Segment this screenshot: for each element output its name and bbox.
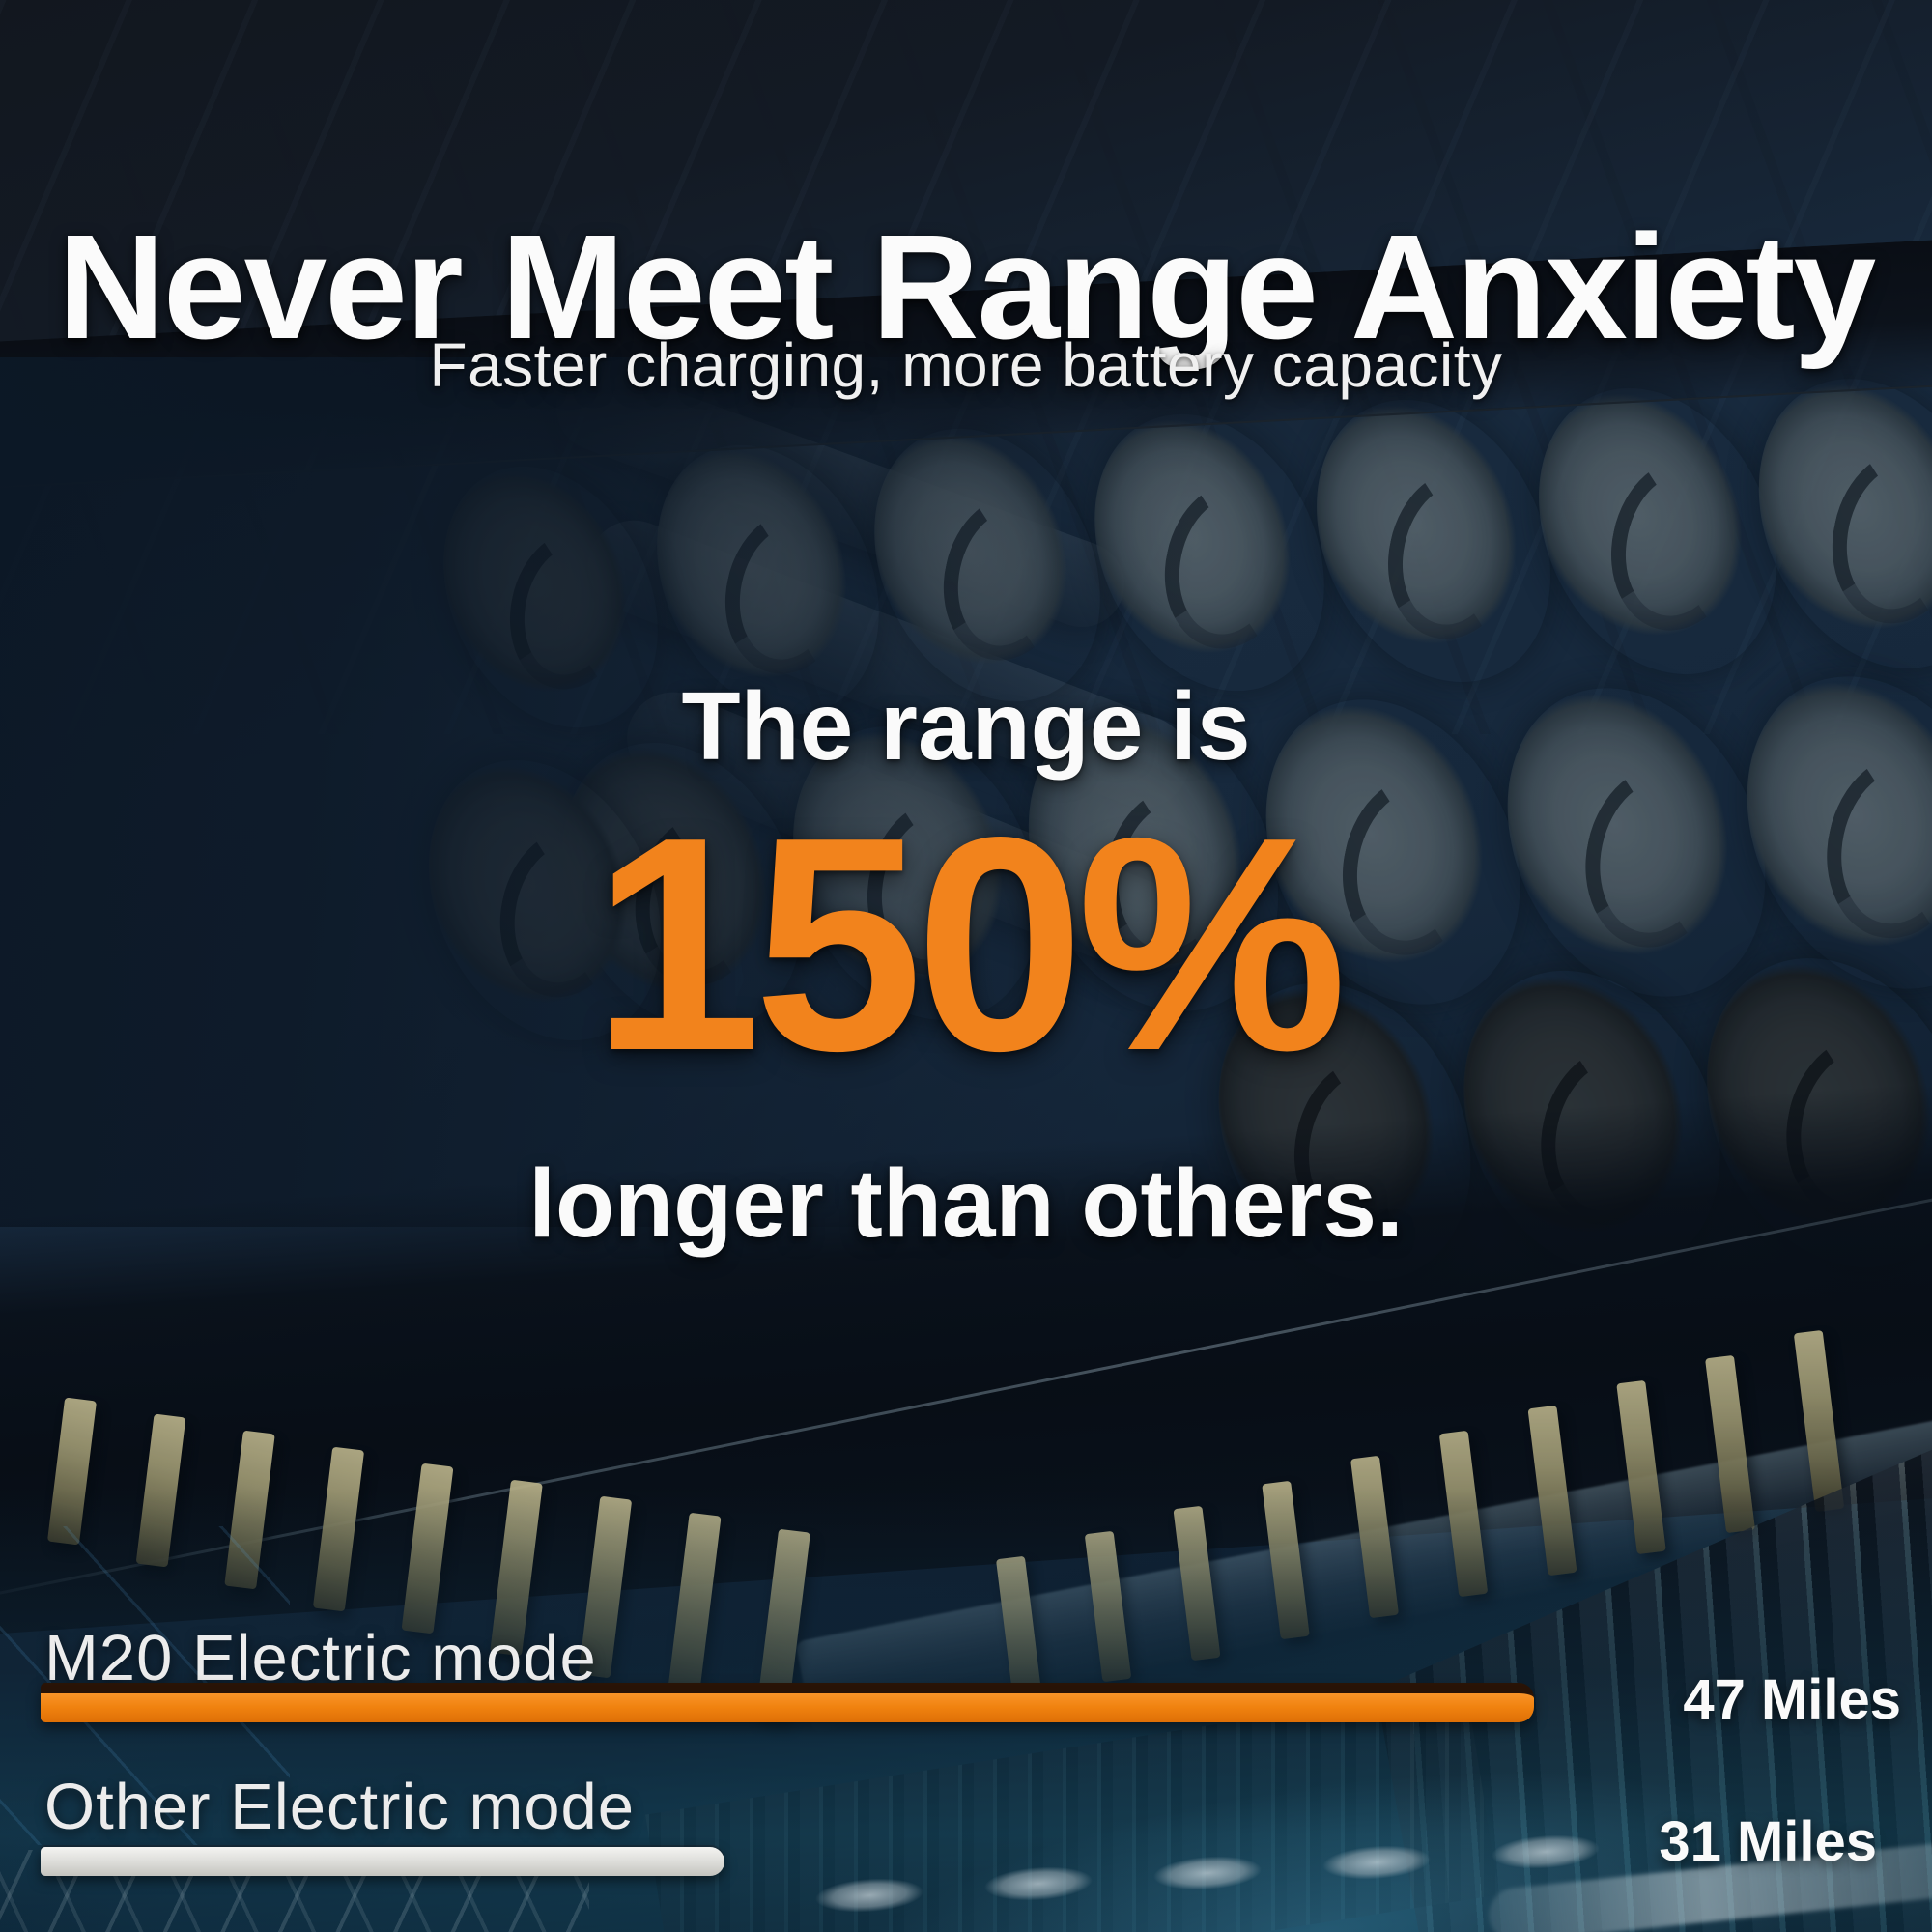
bar-value-other: 31 Miles: [1659, 1810, 1877, 1873]
stat-lead: The range is: [681, 672, 1251, 781]
headline: Never Meet Range Anxiety: [57, 204, 1877, 371]
subheadline: Faster charging, more battery capacity: [429, 330, 1503, 400]
bar-value-m20: 47 Miles: [1683, 1668, 1901, 1731]
bar-label-other: Other Electric mode: [44, 1771, 636, 1843]
stat-value: 150%: [592, 774, 1348, 1114]
bar-m20: [41, 1683, 1534, 1722]
left-shadow-overlay: [0, 357, 1932, 1227]
stat-tail: longer than others.: [528, 1150, 1404, 1258]
bar-label-m20: M20 Electric mode: [44, 1622, 597, 1694]
bar-other: [41, 1847, 724, 1876]
